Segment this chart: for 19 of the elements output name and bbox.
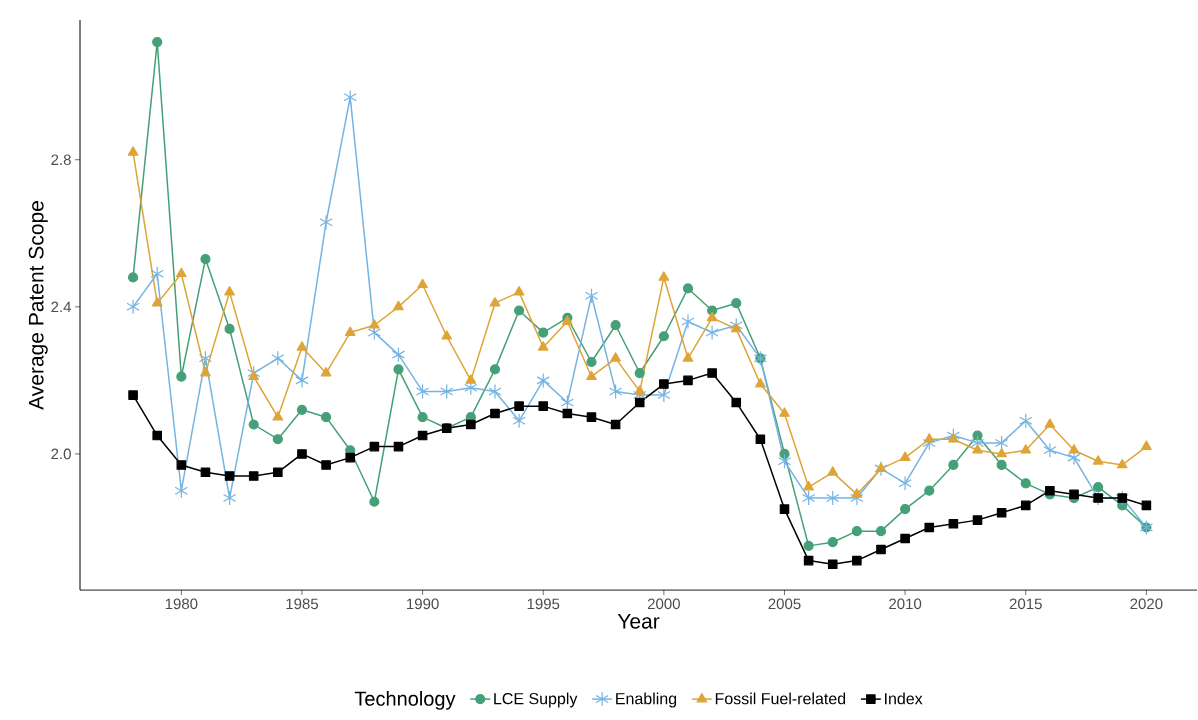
legend-label: Fossil Fuel-related [715,692,846,705]
legend-label: Index [885,692,923,705]
legend-label: LCE Supply [494,692,578,708]
legend-title: Technology [354,691,456,710]
x-tick-label: 2005 [768,598,801,610]
legend-label: Enabling [616,692,677,708]
x-tick-label: 2000 [647,598,680,610]
x-tick-label: 2010 [889,598,922,610]
y-axis-title: Average Patent Scope [28,201,48,410]
x-tick-label: 2020 [1130,598,1163,610]
y-tick-label: 2.8 [51,154,71,166]
x-tick-label: 1995 [527,598,560,610]
x-tick-label: 1985 [286,598,319,610]
x-axis-title: Year [617,614,660,629]
y-tick-label: 2.0 [51,448,71,460]
x-tick-label: 1990 [407,598,439,610]
y-tick-label: 2.4 [51,301,72,313]
x-tick-label: 2015 [1009,598,1042,610]
x-tick-label: 1980 [165,598,198,610]
